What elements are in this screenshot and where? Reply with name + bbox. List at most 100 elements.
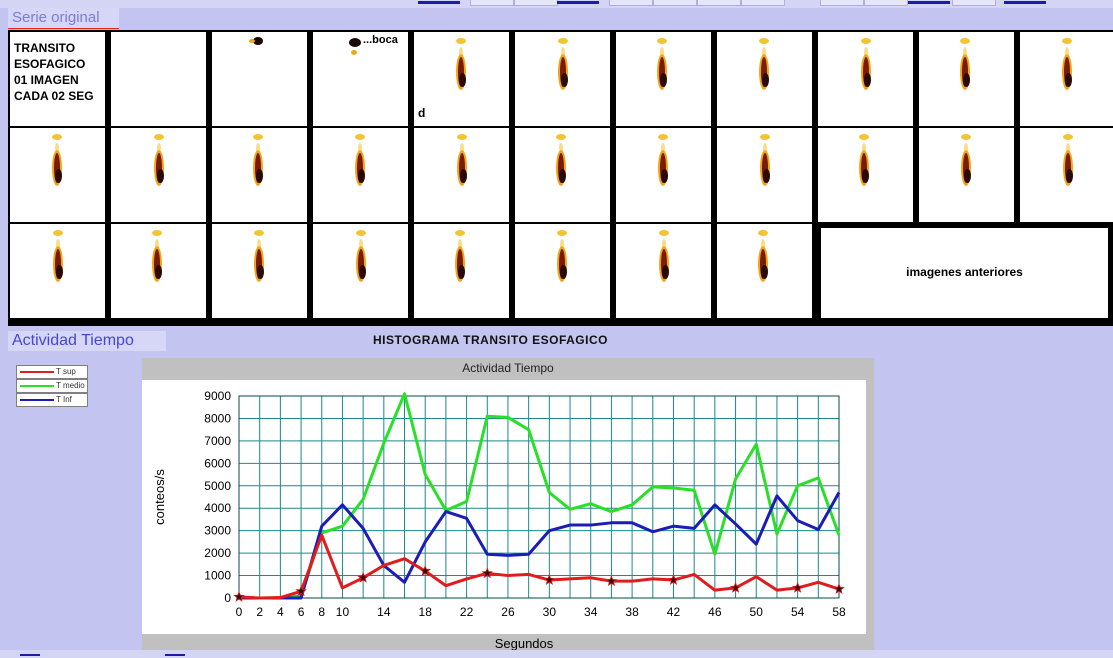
image-frame[interactable] — [717, 224, 812, 318]
image-frame[interactable] — [10, 128, 105, 222]
toolbar-tab-7[interactable] — [697, 0, 741, 6]
upper-tract — [762, 47, 766, 57]
x-tick-label: 18 — [419, 605, 433, 619]
image-frame[interactable] — [313, 128, 408, 222]
upper-tract — [55, 143, 59, 153]
image-frame[interactable]: ...boca — [313, 32, 408, 126]
esophagus-core — [761, 57, 767, 87]
bolus — [255, 169, 263, 183]
bolus — [962, 73, 970, 87]
x-tick-label: 14 — [377, 605, 391, 619]
esophagus-core — [358, 249, 364, 279]
image-frame[interactable] — [616, 224, 711, 318]
toolbar-tab-11[interactable] — [908, 1, 950, 4]
x-tick-label: 54 — [791, 605, 805, 619]
previous-images-panel[interactable]: imagenes anteriores — [821, 228, 1108, 318]
image-frame[interactable] — [515, 128, 610, 222]
bolus — [863, 73, 871, 87]
image-frame[interactable] — [414, 224, 509, 318]
data-point-marker — [481, 567, 493, 579]
mouth-uptake — [154, 134, 164, 140]
image-frame[interactable] — [1020, 32, 1113, 126]
image-frame[interactable] — [10, 224, 105, 318]
mouth-uptake — [659, 230, 669, 236]
bolus — [760, 265, 768, 279]
bottom-tab-1[interactable] — [20, 654, 40, 656]
x-tick-label: 10 — [336, 605, 350, 619]
image-frame[interactable] — [717, 128, 812, 222]
toolbar-tab-2[interactable] — [470, 0, 514, 6]
legend-swatch-green — [20, 385, 54, 387]
image-frame[interactable] — [111, 128, 206, 222]
legend-label: T Inf — [56, 395, 72, 404]
upper-tract — [561, 47, 565, 57]
x-tick-label: 58 — [832, 605, 846, 619]
toolbar-tab-13[interactable] — [1004, 1, 1046, 4]
data-point-marker — [833, 582, 845, 594]
esophagus-core — [54, 153, 60, 183]
image-frame[interactable]: d — [414, 32, 509, 126]
upper-tract — [660, 47, 664, 57]
y-tick-label: 8000 — [204, 411, 231, 425]
x-tick-label: 8 — [318, 605, 325, 619]
y-tick-label: 0 — [224, 591, 231, 605]
toolbar-tab-3[interactable] — [514, 0, 558, 6]
image-frame[interactable] — [212, 128, 307, 222]
image-frame[interactable] — [515, 32, 610, 126]
image-frame[interactable] — [414, 128, 509, 222]
x-tick-label: 0 — [236, 605, 243, 619]
image-frame[interactable] — [919, 32, 1014, 126]
toolbar-tab-9[interactable] — [820, 0, 864, 6]
upper-tract — [963, 47, 967, 57]
image-frame[interactable]: TRANSITO ESOFAGICO 01 IMAGEN CADA 02 SEG — [10, 32, 105, 126]
toolbar-tab-12[interactable] — [952, 0, 996, 6]
toolbar-tab-10[interactable] — [864, 0, 908, 6]
bolus — [54, 169, 62, 183]
image-frame[interactable] — [212, 32, 307, 126]
image-frame[interactable] — [616, 128, 711, 222]
image-frame[interactable] — [515, 224, 610, 318]
esophagus-core — [1064, 57, 1070, 87]
y-tick-label: 9000 — [204, 389, 231, 403]
upper-tract — [459, 47, 463, 57]
mouth-uptake — [558, 38, 568, 44]
esophagus-core — [458, 57, 464, 87]
histogram-title: HISTOGRAMA TRANSITO ESOFAGICO — [373, 333, 608, 347]
toolbar-tab-4[interactable] — [557, 1, 599, 4]
mouth-uptake — [861, 38, 871, 44]
mouth-uptake — [759, 38, 769, 44]
esophagus-core — [661, 249, 667, 279]
bottom-tab-2[interactable] — [165, 654, 185, 656]
toolbar-tab-8[interactable] — [741, 0, 785, 6]
esophagus-core — [558, 153, 564, 183]
esophagus-core — [457, 249, 463, 279]
y-axis-title: conteos/s — [152, 469, 167, 525]
image-frame[interactable] — [1020, 128, 1113, 222]
bolus — [459, 169, 467, 183]
image-frame[interactable] — [111, 224, 206, 318]
previous-images-label: imagenes anteriores — [906, 265, 1023, 279]
toolbar-tab-5[interactable] — [609, 0, 653, 6]
mouth-uptake — [355, 134, 365, 140]
mouth-uptake — [760, 134, 770, 140]
toolbar-tab-1[interactable] — [418, 1, 460, 4]
image-frame[interactable] — [717, 32, 812, 126]
toolbar-tab-6[interactable] — [653, 0, 697, 6]
bolus — [458, 73, 466, 87]
image-frame[interactable] — [313, 224, 408, 318]
image-frame[interactable] — [111, 32, 206, 126]
upper-tract — [661, 143, 665, 153]
image-frame[interactable] — [818, 128, 913, 222]
mouth-uptake — [457, 134, 467, 140]
data-point-marker — [419, 565, 432, 576]
mouth-uptake — [658, 134, 668, 140]
image-frame[interactable] — [818, 32, 913, 126]
image-frame[interactable] — [919, 128, 1014, 222]
image-frame[interactable] — [212, 224, 307, 318]
image-frame[interactable] — [616, 32, 711, 126]
mouth-uptake — [657, 38, 667, 44]
bolus — [762, 169, 770, 183]
bolus — [1064, 73, 1072, 87]
bolus — [154, 265, 162, 279]
y-tick-label: 6000 — [204, 456, 231, 470]
